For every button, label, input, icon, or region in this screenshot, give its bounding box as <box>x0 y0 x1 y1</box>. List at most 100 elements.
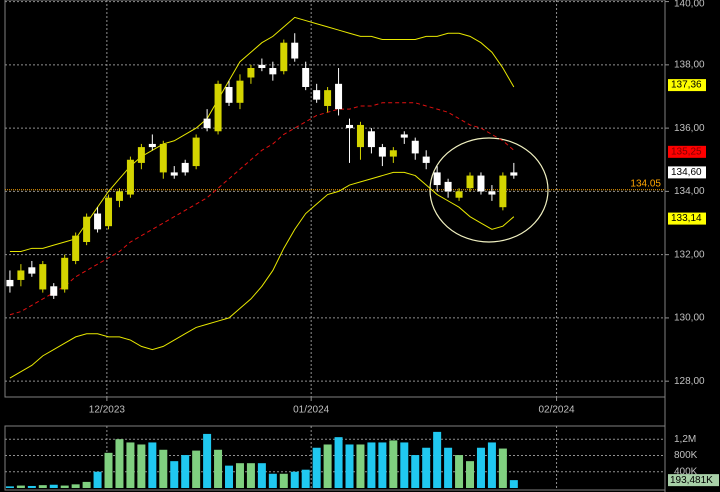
volume-bar <box>345 444 354 488</box>
price-marker <box>668 166 706 179</box>
volume-marker-label: 193,481K <box>670 475 713 486</box>
volume-bar <box>444 447 453 488</box>
candle-body <box>291 42 299 59</box>
volume-bar <box>115 439 124 488</box>
volume-bar <box>246 463 255 488</box>
y-tick-label: 138,00 <box>674 59 705 70</box>
volume-bar <box>148 442 157 488</box>
candle-body <box>83 216 91 242</box>
volume-bar <box>279 473 288 488</box>
volume-bar <box>411 455 420 488</box>
candle-body <box>346 124 354 129</box>
candle-body <box>400 134 408 138</box>
candle-body <box>313 90 321 100</box>
candle-body <box>148 143 156 148</box>
candle-body <box>411 140 419 154</box>
price-marker <box>668 145 706 158</box>
volume-bar <box>257 463 266 488</box>
candle-body <box>203 118 211 129</box>
volume-bar <box>356 444 365 488</box>
candle-body <box>17 270 25 280</box>
volume-bar <box>367 442 376 488</box>
candle-body <box>455 191 463 198</box>
volume-bar <box>203 433 212 488</box>
y-tick-label: 136,00 <box>674 123 705 134</box>
candle-body <box>302 68 310 87</box>
volume-bar <box>268 473 277 488</box>
candle-body <box>488 191 496 195</box>
x-tick-label: 01/2024 <box>293 405 330 416</box>
volume-bar <box>5 486 14 488</box>
candle-body <box>115 191 123 201</box>
candle-body <box>258 64 266 69</box>
volume-bar <box>323 444 332 488</box>
price-marker-label: 134,60 <box>671 167 702 178</box>
volume-bar <box>71 484 80 488</box>
candle-body <box>324 90 332 106</box>
volume-bar <box>312 447 321 488</box>
candle-body <box>269 68 277 75</box>
candle-body <box>499 175 507 208</box>
candle-body <box>72 235 80 261</box>
candle-body <box>378 147 386 157</box>
volume-bar <box>301 469 310 488</box>
y-tick-label: 800K <box>674 450 698 461</box>
price-marker <box>668 212 706 225</box>
candle-body <box>444 181 452 192</box>
volume-bar <box>433 431 442 488</box>
y-tick-label: 132,00 <box>674 249 705 260</box>
candle-body <box>225 86 233 103</box>
volume-bar <box>104 452 113 488</box>
candle-body <box>214 83 222 132</box>
volume-bar <box>455 455 464 488</box>
candle-body <box>510 172 518 176</box>
candle-body <box>6 279 14 287</box>
candle-body <box>28 267 36 274</box>
candle-body <box>94 213 102 230</box>
price-marker-label: 135,25 <box>671 146 702 157</box>
candle-body <box>422 156 430 163</box>
y-tick-label: 400K <box>674 466 698 477</box>
price-marker <box>668 79 706 92</box>
volume-bar <box>466 461 475 488</box>
volume-bar <box>126 442 135 488</box>
volume-bar <box>159 449 168 488</box>
candle-body <box>433 172 441 186</box>
y-tick-label: 134,00 <box>674 186 705 197</box>
candle-body <box>181 162 189 173</box>
y-tick-label: 128,00 <box>674 376 705 387</box>
price-line-label: 134.05 <box>630 178 661 189</box>
x-tick-label: 12/2023 <box>89 405 126 416</box>
candle-body <box>466 175 474 189</box>
candle-body <box>126 159 134 195</box>
volume-bar <box>137 444 146 488</box>
volume-marker <box>668 474 719 487</box>
volume-bar <box>60 485 69 488</box>
volume-bar <box>38 485 47 488</box>
y-tick-label: 140,00 <box>674 0 705 10</box>
band-line <box>9 171 515 379</box>
volume-bar <box>49 484 58 488</box>
candle-body <box>105 197 113 227</box>
volume-bar <box>82 481 91 488</box>
volume-bar <box>93 471 102 488</box>
volume-bar <box>192 450 201 488</box>
volume-bar <box>509 480 518 488</box>
candle-body <box>170 172 178 176</box>
volume-bar <box>170 461 179 488</box>
candle-body <box>335 83 343 110</box>
volume-bar <box>334 437 343 488</box>
candle-body <box>137 147 145 163</box>
candle-body <box>356 124 364 148</box>
candle-body <box>367 131 375 148</box>
annotation-circle <box>429 137 549 243</box>
volume-bar <box>389 440 398 488</box>
volume-bar <box>476 447 485 488</box>
volume-bar <box>290 471 299 488</box>
volume-bar <box>400 442 409 488</box>
candle-body <box>61 257 69 290</box>
candle-body <box>280 42 288 72</box>
